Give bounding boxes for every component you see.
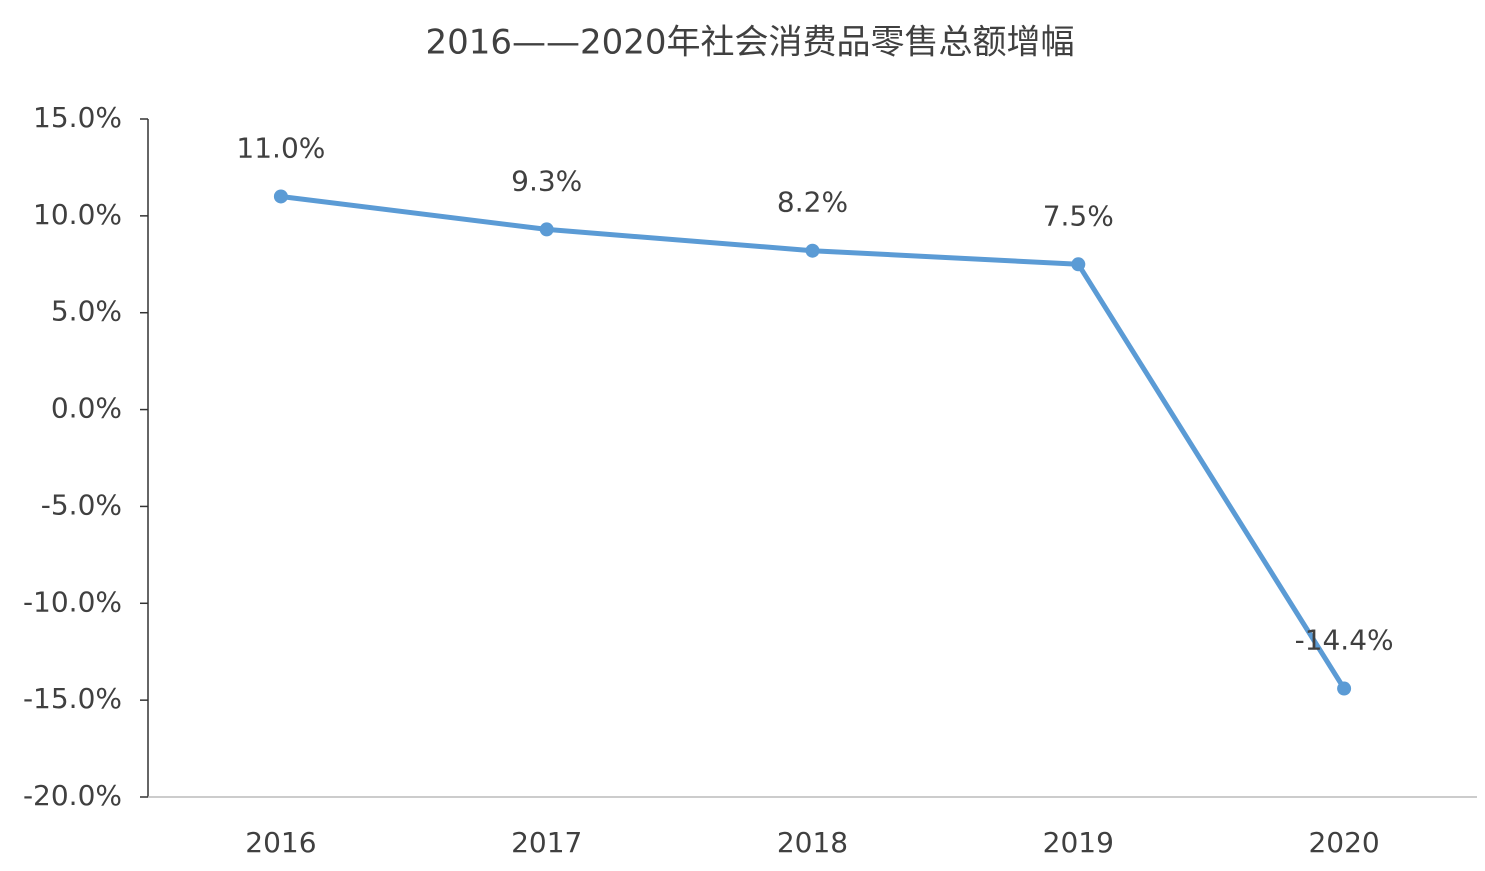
x-tick-label: 2018 <box>777 826 848 859</box>
x-tick-label: 2020 <box>1308 826 1379 859</box>
y-tick-label: 5.0% <box>51 295 122 328</box>
chart-title: 2016——2020年社会消费品零售总额增幅 <box>425 23 1074 63</box>
data-point <box>273 189 288 204</box>
data-label: 11.0% <box>236 131 325 164</box>
x-tick-label: 2019 <box>1043 826 1114 859</box>
data-label: 9.3% <box>511 164 582 197</box>
data-point <box>1337 681 1352 696</box>
y-tick-label: -10.0% <box>23 585 122 618</box>
y-tick-label: -5.0% <box>41 488 122 521</box>
data-label: -14.4% <box>1295 624 1394 657</box>
y-tick-label: 10.0% <box>33 198 122 231</box>
y-tick-label: 0.0% <box>51 392 122 425</box>
x-tick-label: 2016 <box>245 826 316 859</box>
data-point <box>1071 257 1086 272</box>
data-label: 7.5% <box>1043 199 1114 232</box>
data-label: 8.2% <box>777 186 848 219</box>
y-tick-label: -15.0% <box>23 682 122 715</box>
y-tick-label: -20.0% <box>23 779 122 812</box>
data-point <box>805 243 820 258</box>
series-line <box>280 194 1347 690</box>
x-tick-label: 2017 <box>511 826 582 859</box>
data-point <box>539 222 554 237</box>
y-tick-label: 15.0% <box>33 101 122 134</box>
